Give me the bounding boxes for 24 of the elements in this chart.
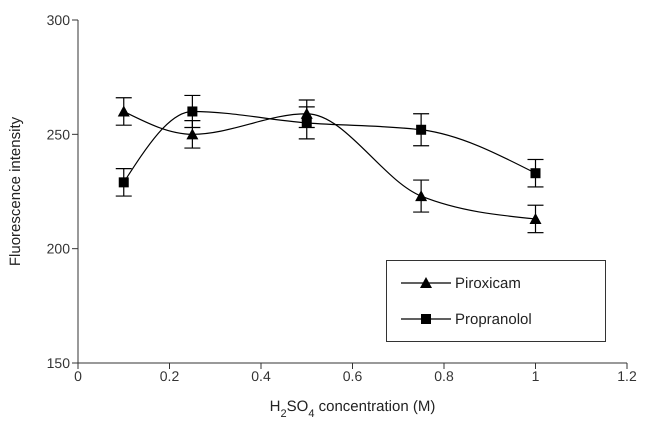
y-tick-label: 150 [46,354,70,371]
point [118,177,129,188]
y-tick-label: 300 [46,12,70,28]
legend-label: Propranolol [455,310,532,328]
x-tick-label: 0.4 [251,368,271,384]
x-axis-title: H$_{2}$SO$_{4}$ concentration (M) [270,398,436,420]
y-tick-label: 200 [46,240,70,257]
point [118,105,130,116]
point [416,124,426,135]
y-axis-title: Fluorescence intensity [7,116,24,266]
point [186,128,198,140]
point [302,118,312,128]
legend-label: Piroxicam [455,274,521,292]
x-tick-label: 0 [74,368,82,384]
point [530,212,542,224]
point [530,168,540,178]
point [415,190,428,202]
x-tick-label: 0.6 [342,368,362,384]
x-tick-label: 1.2 [617,368,637,384]
x-tick-label: 1 [532,368,540,384]
point [187,106,198,116]
x-tick-label: 0.8 [434,368,454,384]
x-tick-label: 0.2 [160,368,180,384]
y-tick-label: 250 [46,126,70,142]
